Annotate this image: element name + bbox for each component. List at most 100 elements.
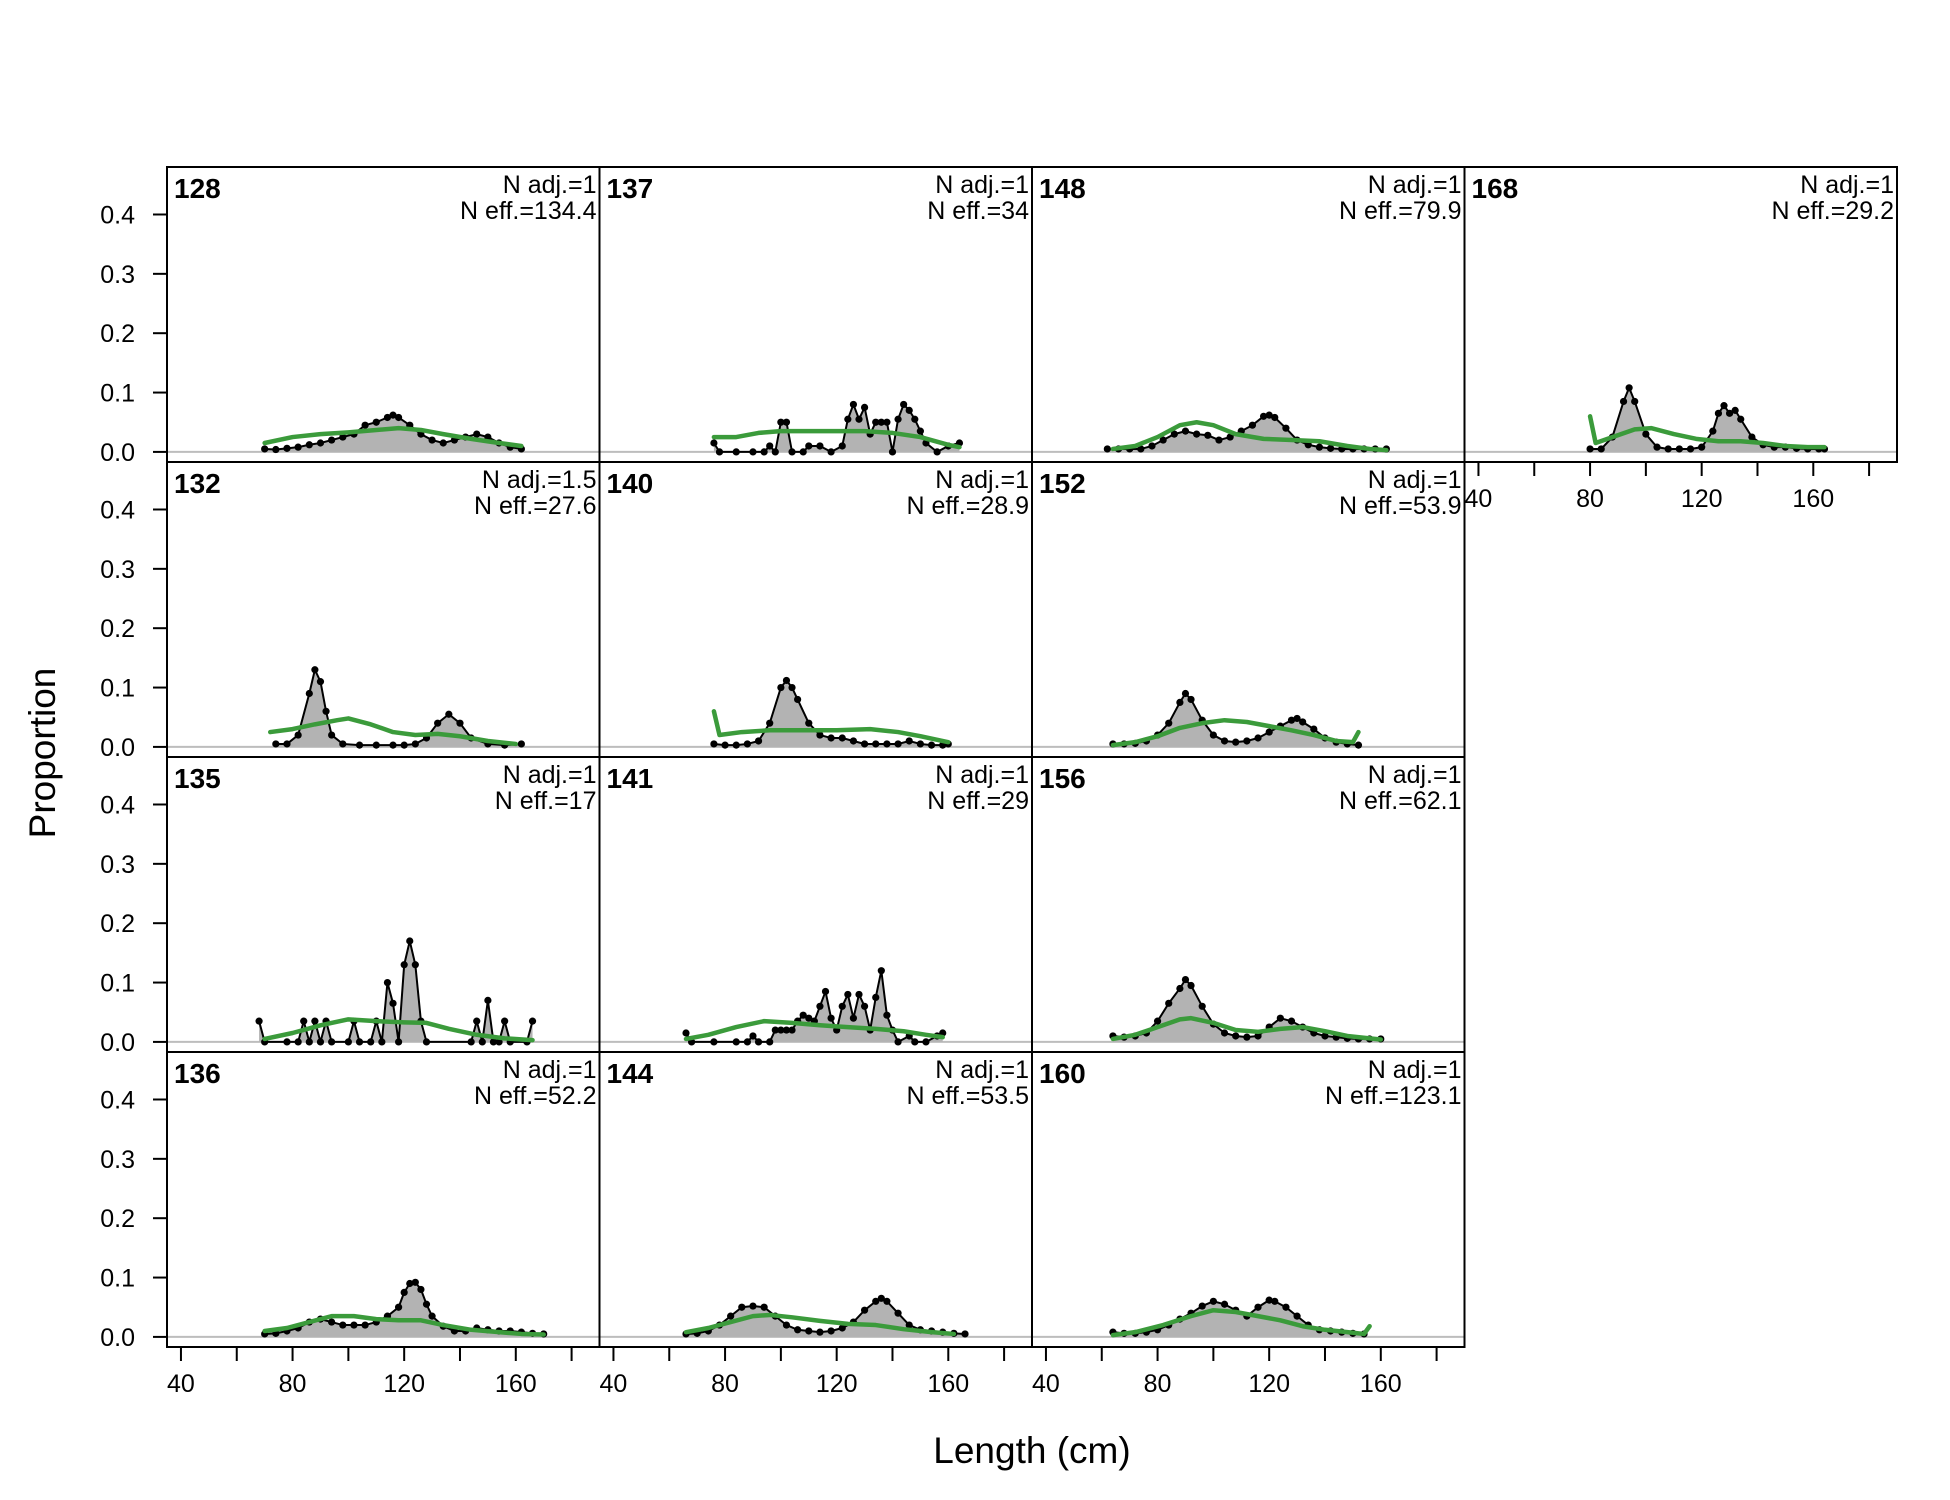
panel-neff: N eff.=29.2 [1771,197,1894,225]
panel-160: 160 N adj.=1N eff.=123.1 [1031,1051,1466,1348]
observed-point [355,741,364,749]
observed-point [922,1038,930,1046]
panel-141: 141 N adj.=1N eff.=29 [598,756,1033,1053]
observed-point [428,436,436,444]
observed-point [1215,436,1223,444]
panel-plot-area [167,666,600,749]
panel-nadj: N adj.=1 [935,171,1029,199]
observed-point [478,1038,486,1046]
x-axis: 40 80 120 160 [167,1346,600,1398]
observed-point [816,442,824,450]
observed-point [782,676,791,685]
observed-point [894,415,902,423]
observed-point [339,433,347,441]
observed-point [961,1330,969,1338]
observed-point [339,740,347,748]
y-tick-label: 0.2 [100,1205,135,1233]
observed-point [860,1002,869,1010]
observed-point [400,1288,408,1296]
expected-line [1110,419,1389,453]
observed-point [473,1017,481,1025]
observed-point [1714,409,1723,417]
observed-point [272,445,280,454]
observed-point [1631,397,1639,406]
observed-point [1170,430,1178,438]
observed-point [378,1038,386,1046]
y-tick-label: 0.3 [100,556,135,584]
panel-132: 132 N adj.=1.5N eff.=27.6 [166,461,601,758]
observed-point [782,1026,791,1034]
panel-plot-area [167,937,600,1046]
observed-point [1204,431,1212,439]
observed-point [849,737,858,745]
observed-point [721,741,729,749]
panel-title: 128 [174,173,221,204]
panel-title: 132 [174,468,221,499]
observed-point [1176,984,1184,993]
y-axes: 0.00.10.20.30.40.00.10.20.30.40.00.10.20… [100,201,167,1352]
x-tick-label: 80 [279,1370,307,1398]
observed-point [816,1002,824,1010]
observed-point [355,1038,364,1046]
panel-neff: N eff.=34 [927,197,1029,225]
y-tick-label: 0.4 [100,1086,135,1114]
observed-point [361,421,369,429]
observed-point [1265,411,1273,419]
observed-point [305,441,313,449]
observed-point [328,731,336,739]
observed-point [1282,1303,1290,1311]
x-tick-label: 160 [1360,1370,1402,1398]
panel-plot-area [599,1294,1032,1338]
observed-point [501,1017,509,1025]
observed-point [283,444,291,452]
x-axis: 40 80 120 160 [1032,1346,1465,1398]
x-tick-label: 120 [1248,1370,1290,1398]
observed-point [766,442,774,450]
observed-point [294,443,302,451]
y-tick-label: 0.0 [100,1324,135,1352]
panel-plot-area [167,411,600,454]
x-tick-label: 160 [927,1370,969,1398]
observed-point [827,448,835,456]
observed-point [916,740,924,748]
observed-point [1748,433,1756,441]
observed-point [883,740,891,748]
observed-point [816,1328,824,1336]
observed-point [794,695,802,704]
observed-point [1276,1014,1284,1022]
observed-point [1321,1032,1329,1040]
observed-point [439,439,447,447]
expected-line [1110,1015,1384,1042]
panel-nadj: N adj.=1 [503,761,597,789]
y-tick-label: 0.2 [100,320,135,348]
observed-point [283,1038,291,1046]
observed-point [911,1038,919,1046]
panel-148: 148 N adj.=1N eff.=79.9 [1031,166,1466,463]
panel-plot-area [1464,384,1897,453]
x-tick-label: 40 [1465,485,1493,513]
panel-title: 156 [1039,763,1086,794]
panel-144: 144 N adj.=1N eff.=53.5 [598,1051,1033,1348]
observed-point [389,999,397,1007]
y-axis-title: Proportion [22,668,63,839]
y-tick-label: 0.1 [100,1265,135,1293]
observed-point [383,978,392,987]
observed-area [1112,979,1381,1042]
observed-point [489,1038,498,1046]
observed-point [754,1038,763,1046]
panel-135: 135 N adj.=1N eff.=17 [166,756,601,1053]
observed-point [1731,406,1739,414]
observed-point [528,1017,537,1025]
observed-point [788,683,796,692]
observed-point [771,448,779,456]
observed-point [782,1321,791,1329]
observed-point [877,967,885,975]
panel-plot-area [599,400,1032,456]
observed-point [821,987,830,996]
observed-point [1254,1032,1262,1040]
observed-point [1287,1017,1296,1025]
observed-point [1181,427,1190,435]
observed-point [799,448,807,456]
observed-point [1232,1032,1240,1040]
observed-point [434,719,442,727]
